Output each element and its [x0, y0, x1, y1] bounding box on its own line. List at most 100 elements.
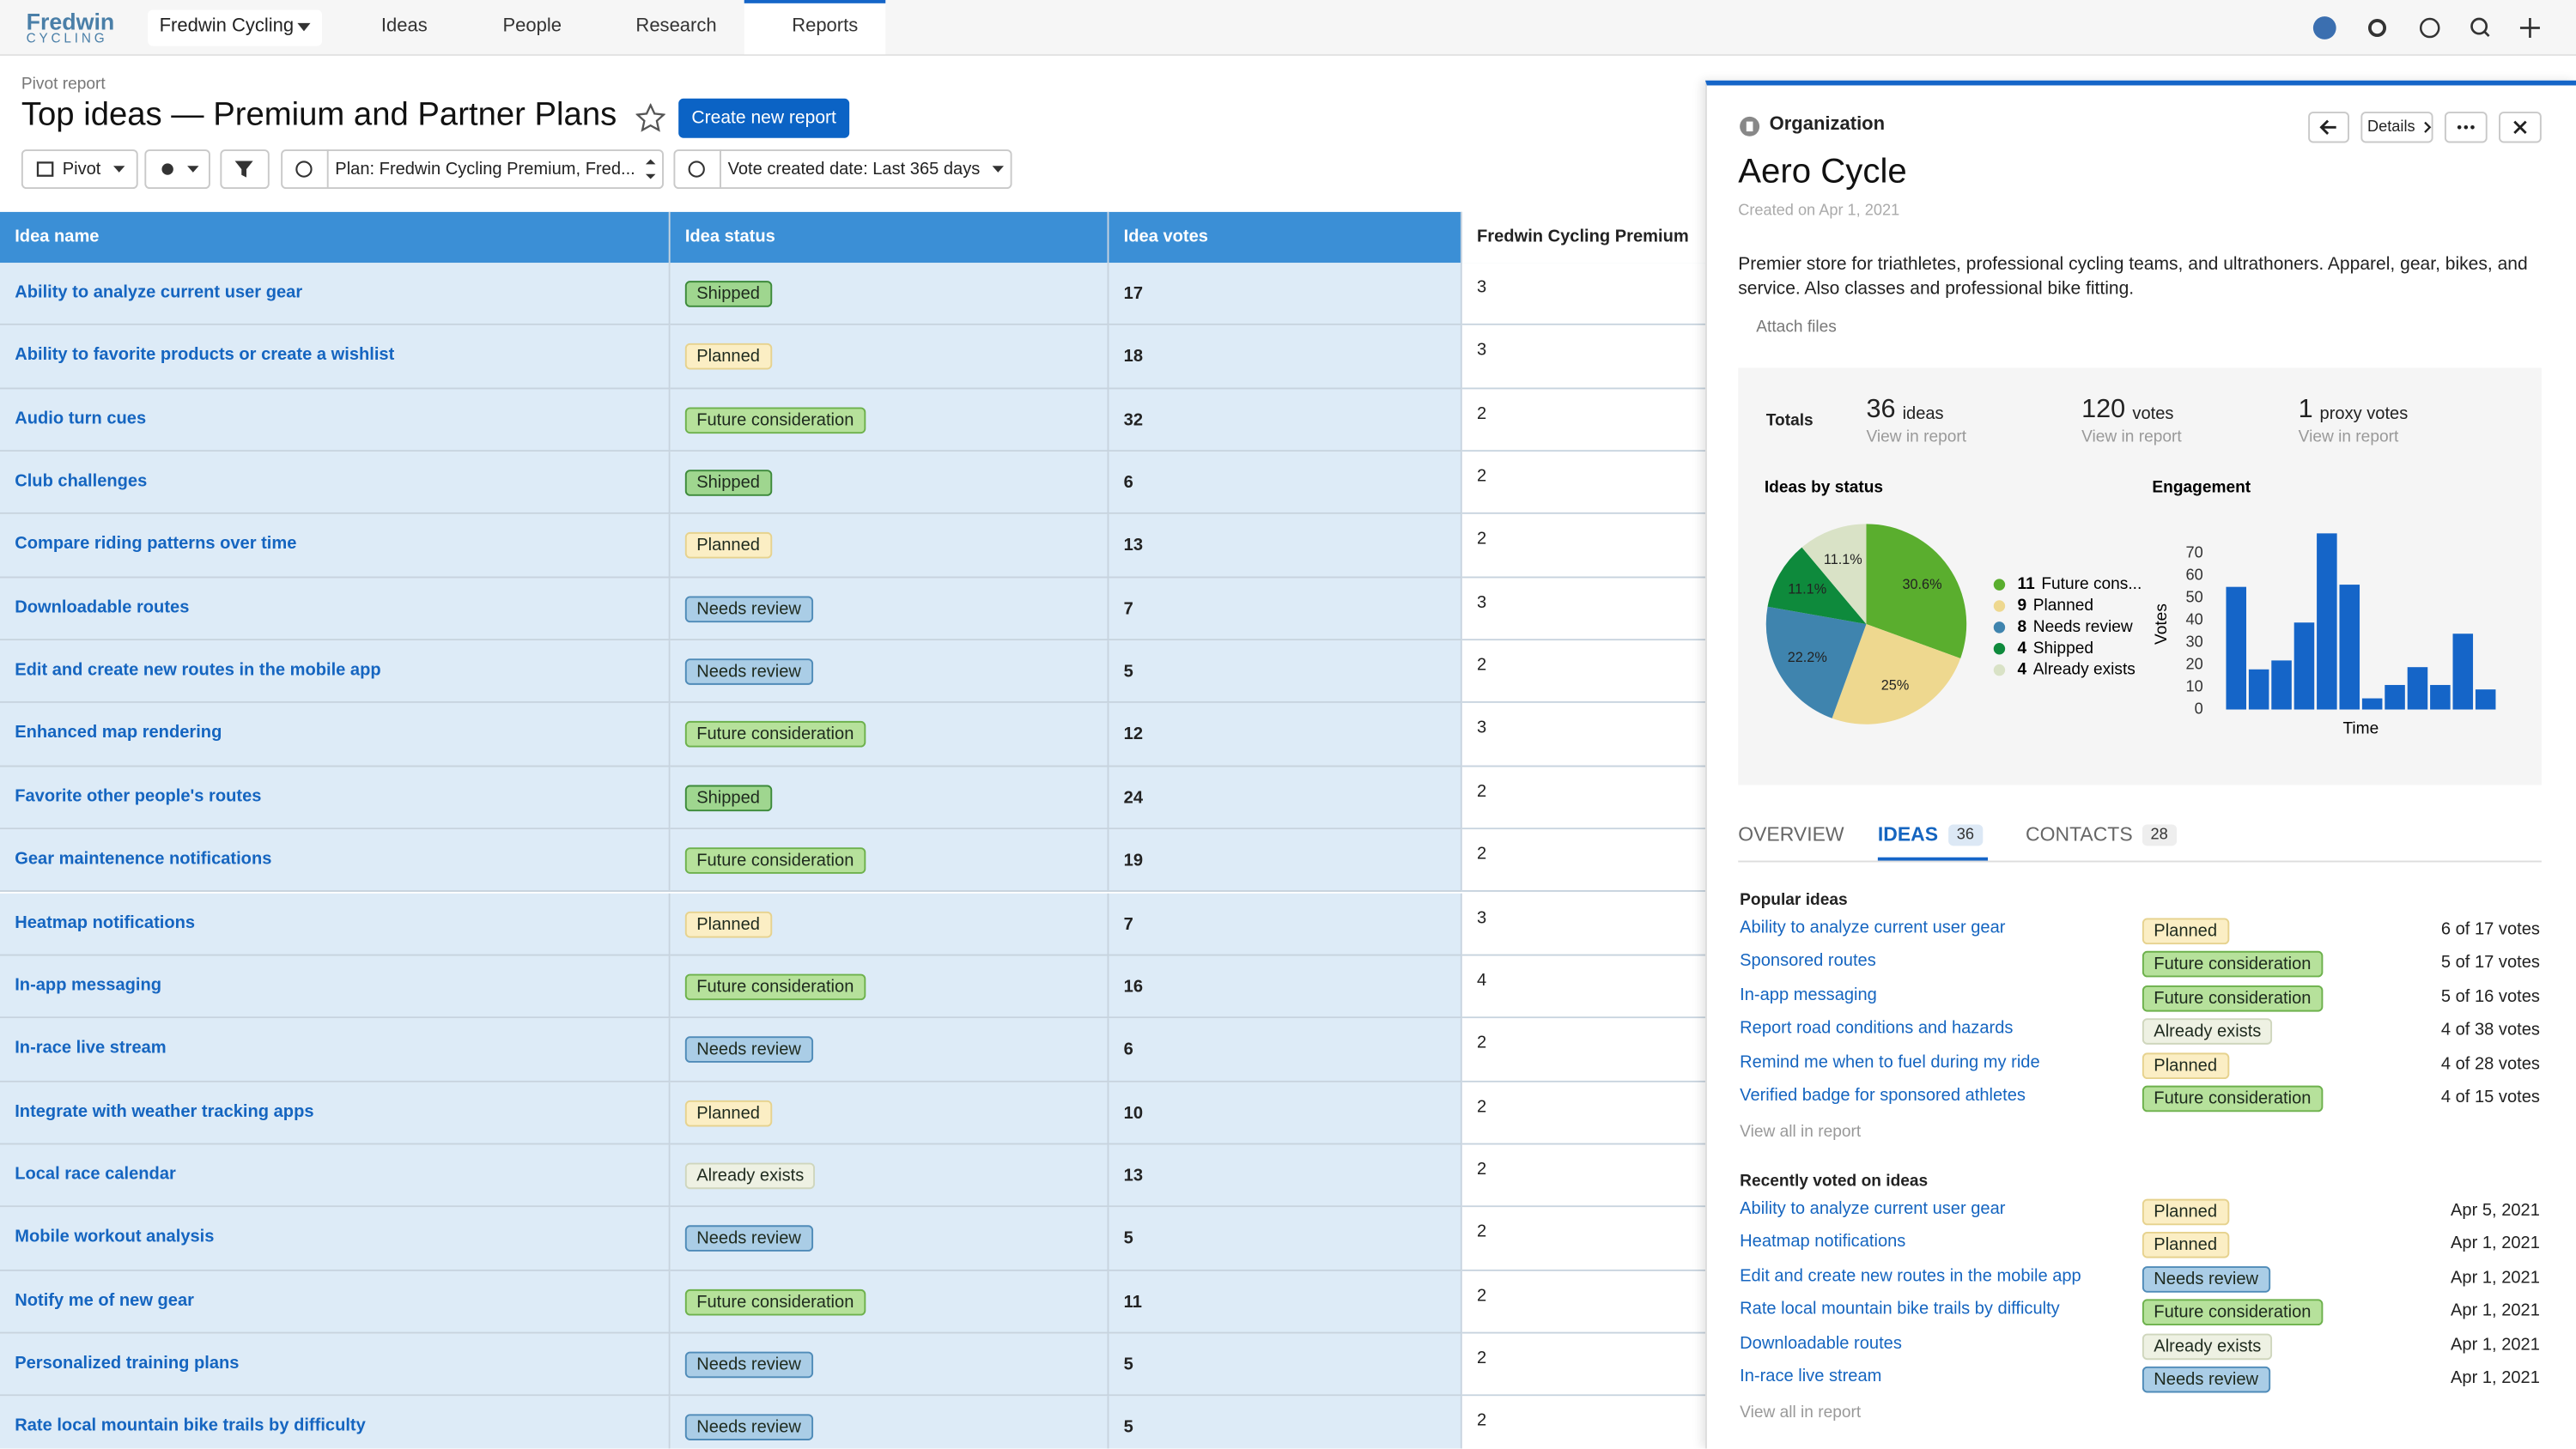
idea-name[interactable]: Enhanced map rendering — [15, 723, 222, 743]
plan-filter[interactable] — [281, 149, 664, 190]
idea-name[interactable]: Rate local mountain bike trails by diffi… — [15, 1416, 366, 1436]
view-all-link[interactable]: View all in report — [1740, 1404, 1862, 1422]
idea-meta: 5 of 17 votes — [2440, 953, 2540, 973]
total-value: 1 — [2298, 396, 2313, 424]
idea-meta: 6 of 17 votes — [2440, 919, 2540, 940]
premium-votes: 2 — [1477, 1033, 1487, 1053]
nav-tab[interactable]: People — [502, 16, 562, 37]
idea-name[interactable]: Local race calendar — [15, 1164, 176, 1185]
idea-name[interactable]: Notify me of new gear — [15, 1290, 194, 1311]
premium-votes: 2 — [1477, 1348, 1487, 1368]
bar — [2339, 585, 2360, 710]
idea-votes: 5 — [1123, 1417, 1133, 1438]
column-header: Idea status — [684, 227, 775, 246]
table-cell — [0, 1270, 671, 1334]
idea-name[interactable]: Ability to favorite products or create a… — [15, 345, 395, 366]
idea-link[interactable]: Sponsored routes — [1740, 951, 1876, 972]
idea-votes: 7 — [1123, 598, 1133, 619]
total-link[interactable]: View in report — [2298, 428, 2399, 447]
status-pill: Planned — [684, 532, 772, 560]
total-link[interactable]: View in report — [1866, 428, 1967, 447]
idea-link[interactable]: Rate local mountain bike trails by diffi… — [1740, 1299, 2060, 1319]
view-all-link[interactable]: View all in report — [1740, 1123, 1862, 1142]
idea-link[interactable]: Downloadable routes — [1740, 1332, 1902, 1353]
idea-name[interactable]: In-race live stream — [15, 1038, 167, 1058]
premium-votes: 2 — [1477, 1096, 1487, 1117]
date-filter[interactable] — [673, 149, 1012, 190]
table-cell — [1461, 1081, 1705, 1145]
back-button[interactable] — [2308, 112, 2349, 143]
idea-link[interactable]: Report road conditions and hazards — [1740, 1018, 2014, 1039]
idea-link[interactable]: In-app messaging — [1740, 985, 1877, 1005]
idea-name[interactable]: In-app messaging — [15, 975, 162, 996]
bar — [2317, 533, 2337, 710]
legend-label: Already exists — [2033, 661, 2136, 679]
idea-name[interactable]: Integrate with weather tracking apps — [15, 1100, 314, 1121]
workspace-select[interactable] — [148, 9, 323, 46]
status-pill: Needs review — [2142, 1265, 2270, 1293]
panel-tab[interactable]: IDEAS — [1877, 822, 1939, 846]
idea-name[interactable]: Club challenges — [15, 471, 148, 492]
chart-title: Engagement — [2152, 478, 2251, 496]
premium-votes: 2 — [1477, 466, 1487, 487]
idea-name[interactable]: Heatmap notifications — [15, 912, 196, 932]
nav-tab[interactable]: Reports — [792, 16, 859, 37]
brand[interactable]: Fredwin — [26, 8, 115, 35]
idea-votes: 32 — [1123, 409, 1144, 430]
status-pill: Planned — [2142, 1198, 2229, 1226]
idea-name[interactable]: Mobile workout analysis — [15, 1227, 215, 1247]
table-cell — [1109, 1018, 1462, 1082]
idea-link[interactable]: Remind me when to fuel during my ride — [1740, 1052, 2040, 1072]
idea-link[interactable]: Edit and create new routes in the mobile… — [1740, 1265, 2081, 1286]
create-report-button[interactable]: Create new report — [678, 98, 850, 138]
settings-icon[interactable] — [2367, 19, 2387, 38]
idea-link[interactable]: Heatmap notifications — [1740, 1232, 1906, 1252]
table-cell — [0, 640, 671, 704]
table-cell — [1461, 388, 1705, 452]
details-button[interactable] — [2360, 112, 2433, 143]
table-cell — [1461, 892, 1705, 956]
table-cell — [1109, 263, 1462, 326]
panel-tab[interactable]: OVERVIEW — [1738, 822, 1844, 846]
idea-name[interactable]: Edit and create new routes in the mobile… — [15, 660, 381, 681]
status-pill: Shipped — [684, 785, 772, 811]
legend-swatch — [1993, 579, 2006, 591]
table-cell — [1109, 1333, 1462, 1397]
idea-name[interactable]: Audio turn cues — [15, 408, 147, 428]
x-axis-label: Time — [2342, 720, 2379, 738]
table-cell — [1109, 388, 1462, 452]
idea-meta: 4 of 28 votes — [2440, 1053, 2540, 1074]
premium-votes: 2 — [1477, 403, 1487, 424]
idea-link[interactable]: Verified badge for sponsored athletes — [1740, 1085, 2026, 1106]
nav-tab[interactable]: Research — [635, 16, 717, 37]
pie-label: 25% — [1881, 677, 1910, 693]
add-icon[interactable] — [2519, 18, 2540, 39]
idea-name[interactable]: Gear maintenence notifications — [15, 849, 272, 870]
search-icon[interactable] — [2470, 17, 2488, 35]
idea-name[interactable]: Downloadable routes — [15, 597, 190, 617]
idea-name[interactable]: Personalized training plans — [15, 1353, 240, 1373]
idea-link[interactable]: Ability to analyze current user gear — [1740, 1198, 2006, 1219]
settings-button[interactable] — [144, 149, 210, 190]
premium-votes: 2 — [1477, 1222, 1487, 1242]
table-cell — [1109, 514, 1462, 578]
premium-votes: 2 — [1477, 655, 1487, 676]
avatar[interactable] — [2312, 16, 2336, 39]
idea-meta: Apr 1, 2021 — [2451, 1334, 2540, 1355]
attach-files[interactable]: Attach files — [1756, 318, 1837, 337]
idea-link[interactable]: In-race live stream — [1740, 1366, 1882, 1386]
pie-slice — [1765, 606, 1867, 718]
idea-link[interactable]: Ability to analyze current user gear — [1740, 918, 2006, 938]
help-icon[interactable] — [2419, 17, 2440, 39]
nav-icons — [2312, 16, 2540, 39]
idea-meta: Apr 1, 2021 — [2451, 1267, 2540, 1288]
panel-tab[interactable]: CONTACTS — [2026, 822, 2133, 846]
nav-tab[interactable]: Ideas — [380, 16, 428, 37]
total-link[interactable]: View in report — [2081, 428, 2182, 447]
idea-name[interactable]: Ability to analyze current user gear — [15, 282, 303, 303]
table-cell — [1461, 829, 1705, 893]
idea-name[interactable]: Favorite other people's routes — [15, 786, 262, 807]
star-icon[interactable] — [635, 103, 665, 133]
idea-name[interactable]: Compare riding patterns over time — [15, 534, 297, 555]
pie-label: 11.1% — [1788, 582, 1826, 597]
